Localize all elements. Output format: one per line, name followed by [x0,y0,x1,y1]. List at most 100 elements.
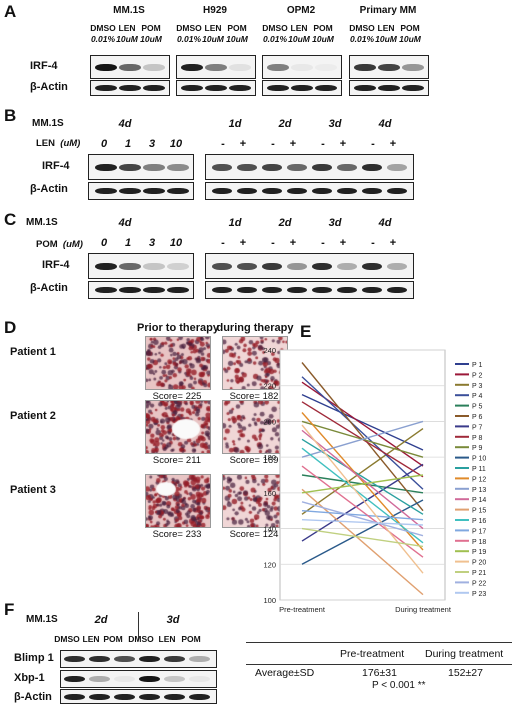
histology-image-prior [145,400,211,454]
y-tick-label: 220 [263,382,276,391]
blot-panelB-irf4-left-band [95,163,117,171]
legend-label: P 7 [472,424,482,431]
row-label-irf4: IRF-4 [42,160,70,172]
blot-a-irf4-mm1s-band [95,63,117,71]
sign-plus: + [339,237,347,249]
legend-label: P 9 [472,445,482,452]
sign-plus: + [389,138,397,150]
blot-f-actin-band [164,693,185,700]
legend-label: P 13 [472,487,486,494]
histology-texture [223,475,287,527]
histology-texture [146,475,210,527]
sign-plus: + [289,237,297,249]
col-header-during: during therapy [216,322,294,334]
blot-panelB-irf4-right-band [287,163,307,171]
series-line-p20 [301,424,424,574]
blot-f-blimp1-band [189,656,210,662]
blot-panelC-actin-right-band [237,287,257,293]
blot-a-actin-h929-band [181,85,203,91]
blot-panelB-irf4-right-band [212,163,232,171]
conc-label: 10uM [116,34,138,44]
drug-label: LEN [204,23,222,33]
score-label: Score= 211 [152,455,202,466]
legend-label: P 2 [472,372,482,379]
stats-header-pre: Pre-treatment [340,648,405,660]
time-label-2d: 2d [94,614,108,626]
row-label-actin: β-Actin [30,81,68,93]
blot-f-xbp1-band [89,676,110,682]
blot-f-actin [60,689,217,704]
group-label-primary: Primary MM [359,5,417,16]
legend-label: P 15 [472,508,486,515]
blot-panelB-actin-right-band [387,188,407,194]
blot-panelC-irf4-right-band [312,262,332,270]
time-separator [138,612,139,640]
legend-label: P 5 [472,404,482,411]
conc-label: 10uM [399,34,421,44]
histology-image-during [222,400,288,454]
blot-panelB-irf4-right-band [237,163,257,171]
blot-a-actin-opm2-band [315,85,337,91]
conc-label: 10uM [375,34,397,44]
panel-label-d: D [4,318,17,337]
blot-a-actin-primary [349,80,429,96]
stats-header-during: During treatment [425,648,504,660]
blot-panelB-actin-right-band [312,188,332,194]
legend-label: P 6 [472,414,482,421]
drug-label: LEN [290,23,308,33]
blot-f-xbp1-band [139,676,160,682]
x-tick-label: Pre-treatment [279,605,326,614]
legend-label: P 19 [472,549,486,556]
legend-label: P 21 [472,570,486,577]
time-label: 4d [378,118,392,130]
blot-a-actin-mm1s-band [143,85,165,91]
time-label-left: 4d [118,217,132,229]
blot-f-blimp1-band [139,656,160,662]
histology-texture [146,337,210,389]
col-header-prior: Prior to therapy [137,322,219,334]
sign-minus: - [221,138,225,150]
blot-panelB-actin-right-band [212,188,232,194]
blot-panelB-irf4-left-band [119,163,141,171]
legend-label: P 8 [472,435,482,442]
drug-label: LEN [118,23,136,33]
dose-label: 3 [148,138,156,150]
blot-a-irf4-primary-band [402,63,424,71]
sign-minus: - [371,237,375,249]
sign-plus: + [239,237,247,249]
blot-f-blimp1-band [164,656,185,662]
series-line-p13 [301,420,424,458]
conc-label: 10uM [202,34,224,44]
blot-f-actin-band [64,693,85,700]
legend-label: P 20 [472,560,486,567]
conc-label: 10uM [140,34,162,44]
legend-label: P 3 [472,383,482,390]
line-chart: 100 120 140 160 180 200 220 240 Pre-treatment Dur… [263,346,486,614]
y-tick-label: 160 [263,489,276,498]
blot-panelC-actin-left-band [143,287,165,293]
series-line-p3 [301,428,424,515]
blot-f-xbp1-band [189,676,210,682]
blot-panelB-irf4-right-band [312,163,332,171]
blot-panelB-irf4-left-band [167,163,189,171]
conc-label: 0.01% [90,34,116,44]
blot-a-irf4-mm1s [90,55,170,79]
drug-label: DMSO [349,23,375,33]
time-label: 2d [278,217,292,229]
series-line-p7 [301,463,424,542]
sign-minus: - [371,138,375,150]
conc-label: 10uM [312,34,334,44]
drug-label: POM [313,23,333,33]
series-line-p22 [301,501,424,537]
blot-panelC-actin-right-band [262,287,282,293]
score-label: Score= 169 [229,455,279,466]
blot-panelC-irf4-left-band [95,262,117,270]
blot-a-actin-h929 [176,80,256,96]
blot-f-blimp1 [60,650,217,668]
dose-label: 1 [124,138,132,150]
histology-image-during [222,474,288,528]
blot-panelC-irf4-left-band [167,262,189,270]
conc-label: 10uM [226,34,248,44]
blot-f-xbp1-band [164,676,185,682]
blot-panelC-actin-left-band [119,287,141,293]
